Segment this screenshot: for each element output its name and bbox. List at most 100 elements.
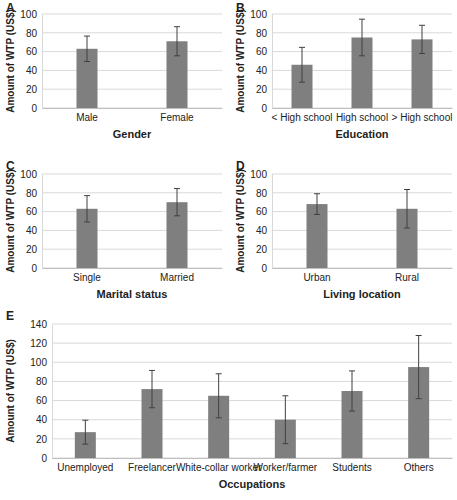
tick-label: 80 (26, 188, 38, 199)
tick-label: 100 (20, 169, 37, 180)
tick: Worker/farmer (253, 458, 317, 473)
x-axis-title: Living location (323, 288, 401, 300)
grid-line (52, 343, 452, 344)
tick-label: 120 (30, 338, 47, 349)
error-cap (299, 47, 305, 48)
tick: 120 (30, 338, 52, 349)
y-axis-title: Amount of WTP (US$) (235, 9, 246, 113)
tick-label: 0 (261, 103, 267, 114)
error-cap (216, 417, 222, 418)
tick-label: 20 (26, 244, 38, 255)
tick-label: High school (336, 112, 388, 123)
grid-line (52, 381, 452, 382)
tick: 20 (26, 244, 42, 255)
y-axis: 0 20 40 60 80 100 (20, 169, 42, 274)
x-axis: SingleMarried (43, 268, 223, 283)
axis-line (42, 175, 43, 269)
error-bar (216, 374, 222, 418)
axis-line (42, 15, 43, 109)
error-cap (149, 407, 155, 408)
tick-label: 80 (36, 376, 48, 387)
y-axis: 020406080100120140 (30, 319, 52, 464)
error-cap (299, 82, 305, 83)
error-bar (282, 396, 288, 444)
grid-line (42, 51, 222, 52)
error-cap (84, 195, 90, 196)
tick: 0 (261, 263, 272, 274)
tick: 20 (36, 434, 52, 445)
error-stem (422, 25, 423, 53)
tick-label: Others (404, 462, 434, 473)
tick: 0 (31, 263, 42, 274)
tick: 140 (30, 319, 52, 330)
error-cap (314, 214, 320, 215)
error-bar (174, 189, 180, 216)
tick: 80 (256, 28, 272, 39)
tick-label: 60 (26, 46, 38, 57)
error-cap (84, 221, 90, 222)
panel: 020406080100UrbanRuralDLiving locationAm… (235, 159, 453, 300)
axis-line (43, 268, 223, 269)
axis-line (273, 108, 453, 109)
error-stem (285, 396, 286, 444)
y-axis-title: Amount of WTP (US$) (5, 169, 16, 273)
x-axis: UrbanRural (273, 268, 453, 283)
grid-line (42, 174, 222, 175)
grid-line (42, 268, 222, 269)
tick-label: 40 (256, 65, 268, 76)
tick: 100 (30, 357, 52, 368)
tick-label: 40 (26, 225, 38, 236)
error-cap (314, 193, 320, 194)
error-bar (349, 371, 355, 411)
tick: 80 (26, 28, 42, 39)
error-cap (419, 25, 425, 26)
error-stem (152, 370, 153, 407)
error-cap (84, 61, 90, 62)
error-stem (177, 27, 178, 56)
axis-line (273, 268, 453, 269)
grid-line (272, 230, 452, 231)
tick: 100 (20, 9, 42, 20)
grid-line (52, 419, 452, 420)
tick: Others (404, 458, 434, 473)
error-stem (85, 420, 86, 444)
error-stem (218, 374, 219, 418)
tick-label: 40 (26, 65, 38, 76)
error-cap (82, 444, 88, 445)
tick: Urban (303, 268, 330, 283)
plot-area (77, 189, 188, 268)
error-cap (416, 335, 422, 336)
error-cap (359, 19, 365, 20)
grid-line (42, 89, 222, 90)
error-bar (416, 335, 422, 398)
tick: 60 (256, 206, 272, 217)
error-bar (419, 25, 425, 53)
x-axis-title: Education (335, 128, 388, 140)
error-cap (349, 411, 355, 412)
tick: Freelancer (128, 458, 176, 473)
tick-label: 20 (36, 434, 48, 445)
error-stem (87, 36, 88, 61)
tick-label: 0 (31, 103, 37, 114)
y-axis-title: Amount of WTP (US$) (235, 169, 246, 273)
plot-area (75, 335, 429, 458)
error-stem (418, 335, 419, 398)
grid-line (272, 174, 452, 175)
tick: 40 (26, 225, 42, 236)
tick-label: 100 (30, 357, 47, 368)
tick: 100 (20, 169, 42, 180)
error-cap (416, 398, 422, 399)
tick-label: 60 (26, 206, 38, 217)
tick-label: Unemployed (57, 462, 113, 473)
axis-line (53, 458, 453, 459)
error-bar (404, 190, 410, 229)
tick: 80 (256, 188, 272, 199)
tick-label: Married (160, 272, 194, 283)
grid-line (42, 249, 222, 250)
tick: White-collar worker (176, 458, 262, 473)
error-cap (174, 55, 180, 56)
error-bar (359, 19, 365, 56)
tick: Male (76, 108, 98, 123)
x-axis: Unemployed FreelancerWhite-collar workerW… (53, 458, 453, 473)
grid (42, 174, 222, 268)
